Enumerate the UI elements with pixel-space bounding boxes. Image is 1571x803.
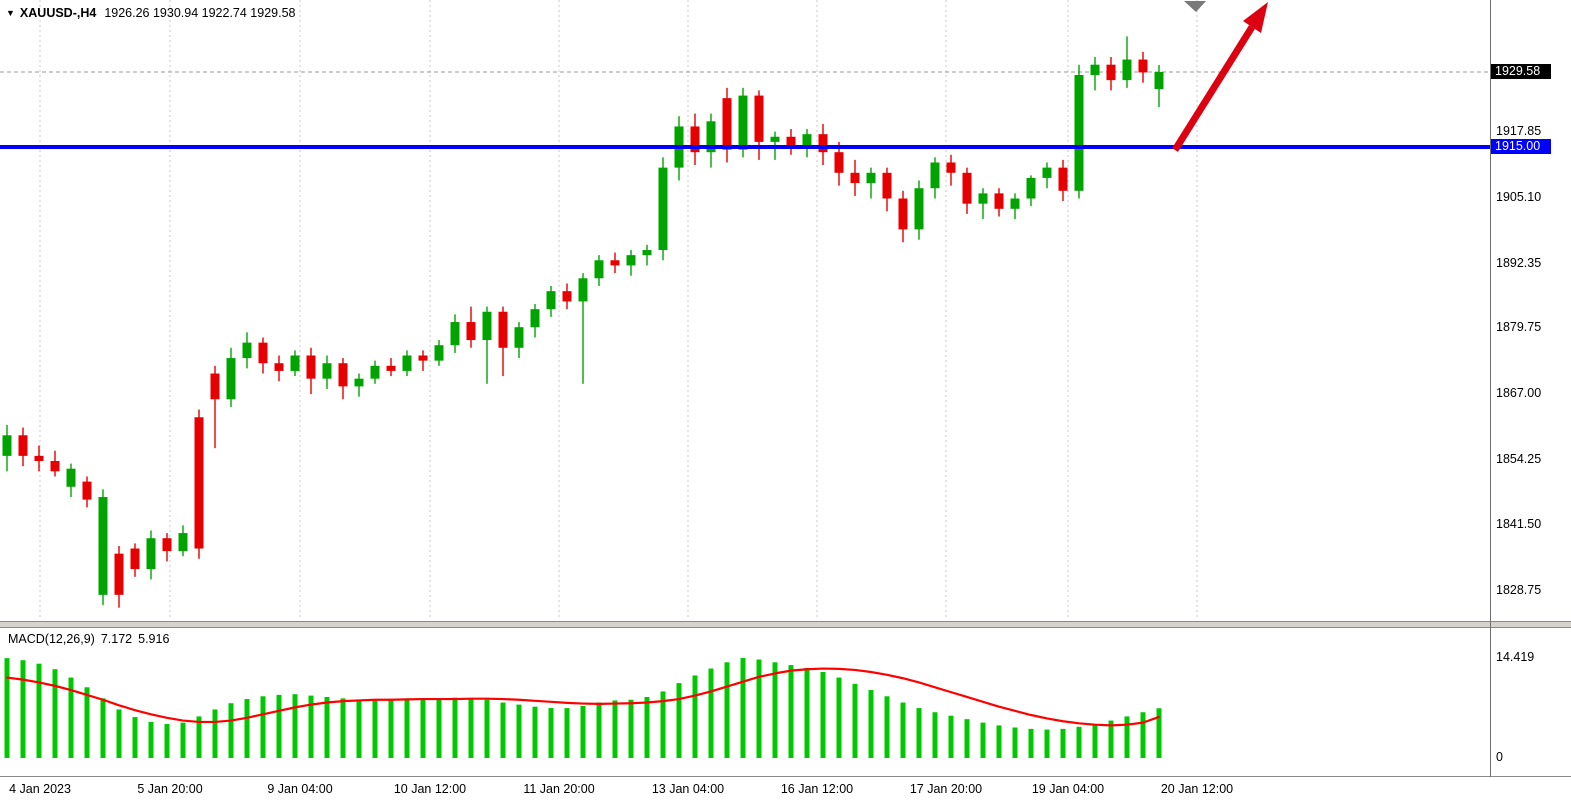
hline-price-label: 1915.00 bbox=[1491, 139, 1551, 155]
price-axis-label: 1854.25 bbox=[1496, 451, 1542, 466]
macd-name: MACD(12,26,9) bbox=[8, 632, 95, 646]
price-axis-label: 1867.00 bbox=[1496, 386, 1542, 401]
price-axis-label: 1828.75 bbox=[1496, 582, 1542, 597]
macd-main-value: 7.172 bbox=[100, 632, 133, 646]
time-axis-divider bbox=[0, 776, 1571, 777]
price-axis-separator bbox=[1490, 0, 1491, 777]
time-axis-label: 19 Jan 04:00 bbox=[1031, 782, 1105, 796]
macd-signal-value: 5.916 bbox=[138, 632, 170, 646]
price-axis-label: 1879.75 bbox=[1496, 320, 1542, 335]
object-anchor-icon[interactable] bbox=[1184, 1, 1206, 12]
candlestick-series bbox=[2, 36, 1164, 608]
bid-price-label: 1929.58 bbox=[1491, 64, 1551, 79]
time-axis-label: 17 Jan 20:00 bbox=[909, 782, 983, 796]
macd-indicator-label: MACD(12,26,9) 7.172 5.916 bbox=[8, 632, 175, 646]
time-axis-label: 5 Jan 20:00 bbox=[137, 782, 203, 796]
time-axis-label: 13 Jan 04:00 bbox=[651, 782, 725, 796]
time-axis-label: 16 Jan 12:00 bbox=[780, 782, 854, 796]
macd-axis-label: 14.419 bbox=[1496, 650, 1535, 664]
price-axis-label: 1905.10 bbox=[1496, 189, 1542, 204]
time-axis-label: 20 Jan 12:00 bbox=[1160, 782, 1234, 796]
price-axis-label: 1917.85 bbox=[1496, 124, 1542, 139]
macd-axis-label: 0 bbox=[1496, 750, 1503, 764]
symbol-timeframe-label: XAUUSD-,H4 bbox=[19, 6, 97, 20]
trend-arrow[interactable] bbox=[1172, 2, 1268, 152]
ohlc-values: 1926.26 1930.94 1922.74 1929.58 bbox=[104, 6, 296, 20]
time-axis-label: 4 Jan 2023 bbox=[9, 782, 71, 796]
chart-title: ▼ XAUUSD-,H4 1926.26 1930.94 1922.74 1929.… bbox=[6, 5, 295, 22]
grid-lines bbox=[39, 0, 1198, 620]
time-axis-label: 9 Jan 04:00 bbox=[267, 782, 333, 796]
time-axis-label: 10 Jan 12:00 bbox=[393, 782, 467, 796]
panel-divider[interactable] bbox=[0, 621, 1571, 628]
symbol-dropdown-icon[interactable]: ▼ bbox=[6, 8, 15, 18]
price-axis-label: 1892.35 bbox=[1496, 255, 1542, 270]
macd-signal-line bbox=[5, 667, 1161, 727]
price-axis-label: 1841.50 bbox=[1496, 517, 1542, 532]
time-axis-label: 11 Jan 20:00 bbox=[523, 782, 595, 796]
macd-histogram bbox=[4, 658, 1162, 758]
